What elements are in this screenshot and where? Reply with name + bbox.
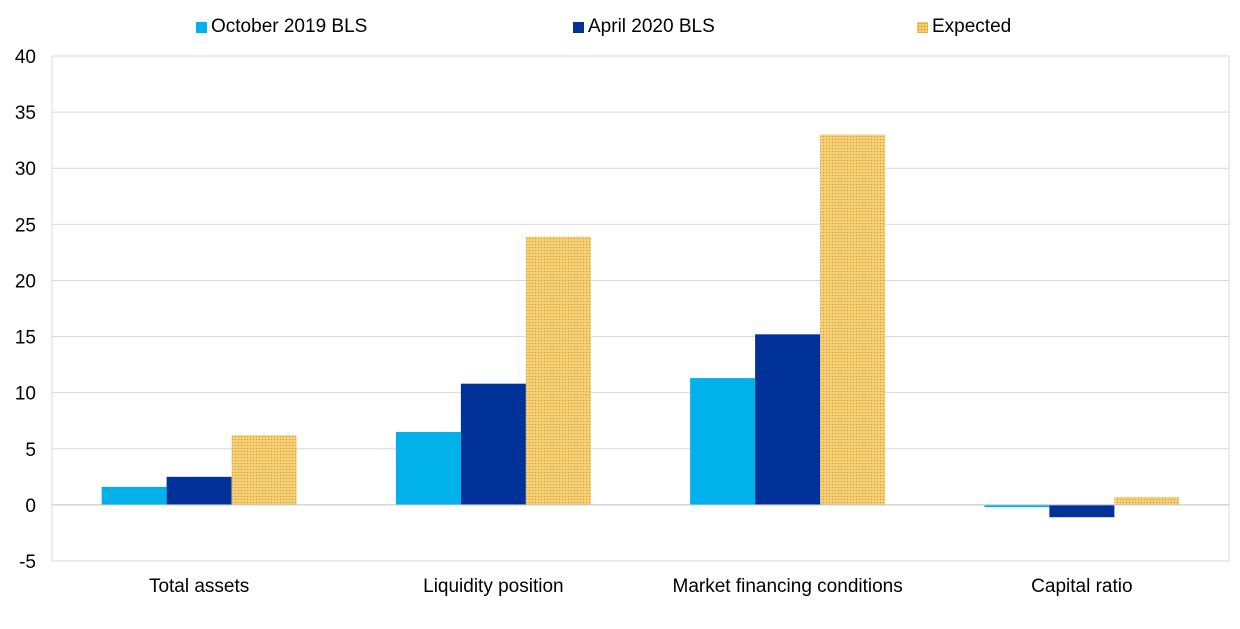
legend-label-expected: Expected	[932, 16, 1012, 37]
bar-0-1	[166, 476, 232, 505]
plot-frame	[51, 55, 1230, 562]
y-axis: -5 0 5 10 15 20 25 30 35 40	[15, 47, 36, 573]
legend-swatch-october-2019	[196, 21, 207, 33]
x-axis: Total assets Liquidity position Market fin…	[52, 504, 1229, 597]
bar-1-0	[395, 431, 461, 505]
bar-3-0	[984, 504, 1050, 508]
y-tick-label-3: 10	[15, 384, 36, 405]
bar-3-2	[1114, 497, 1180, 505]
x-category-label-0: Total assets	[149, 576, 249, 597]
y-tick-label-6: 25	[15, 215, 36, 236]
bar-2-2	[820, 134, 886, 505]
bar-2-1	[755, 334, 821, 505]
bar-3-1	[1049, 504, 1115, 518]
legend-label-october-2019: October 2019 BLS	[211, 16, 368, 37]
bar-0-0	[101, 486, 167, 505]
bar-2-0	[690, 378, 756, 505]
x-category-label-3: Capital ratio	[1031, 576, 1132, 597]
chart-legend: October 2019 BLS April 2020 BLS Expected	[0, 16, 1240, 40]
y-tick-label-0: -5	[19, 552, 36, 573]
y-tick-label-5: 20	[15, 271, 36, 292]
legend-item-expected: Expected	[917, 16, 1011, 38]
legend-swatch-april-2020	[573, 21, 584, 33]
y-tick-label-9: 40	[15, 47, 36, 68]
legend-item-october-2019: October 2019 BLS	[196, 16, 367, 38]
y-tick-label-8: 35	[15, 103, 36, 124]
y-tick-label-4: 15	[15, 328, 36, 349]
x-category-label-1: Liquidity position	[423, 576, 563, 597]
legend-label-april-2020: April 2020 BLS	[588, 16, 715, 37]
bar-1-1	[460, 383, 526, 505]
bar-1-2	[525, 236, 591, 505]
x-category-label-2: Market financing conditions	[673, 576, 903, 597]
y-tick-label-1: 0	[25, 496, 36, 517]
bars	[101, 134, 1180, 518]
legend-item-april-2020: April 2020 BLS	[573, 16, 715, 38]
legend-swatch-expected	[917, 21, 928, 33]
y-tick-label-2: 5	[25, 440, 36, 461]
y-tick-label-7: 30	[15, 159, 36, 180]
gridlines	[52, 55, 1229, 562]
bar-0-2	[231, 435, 297, 505]
